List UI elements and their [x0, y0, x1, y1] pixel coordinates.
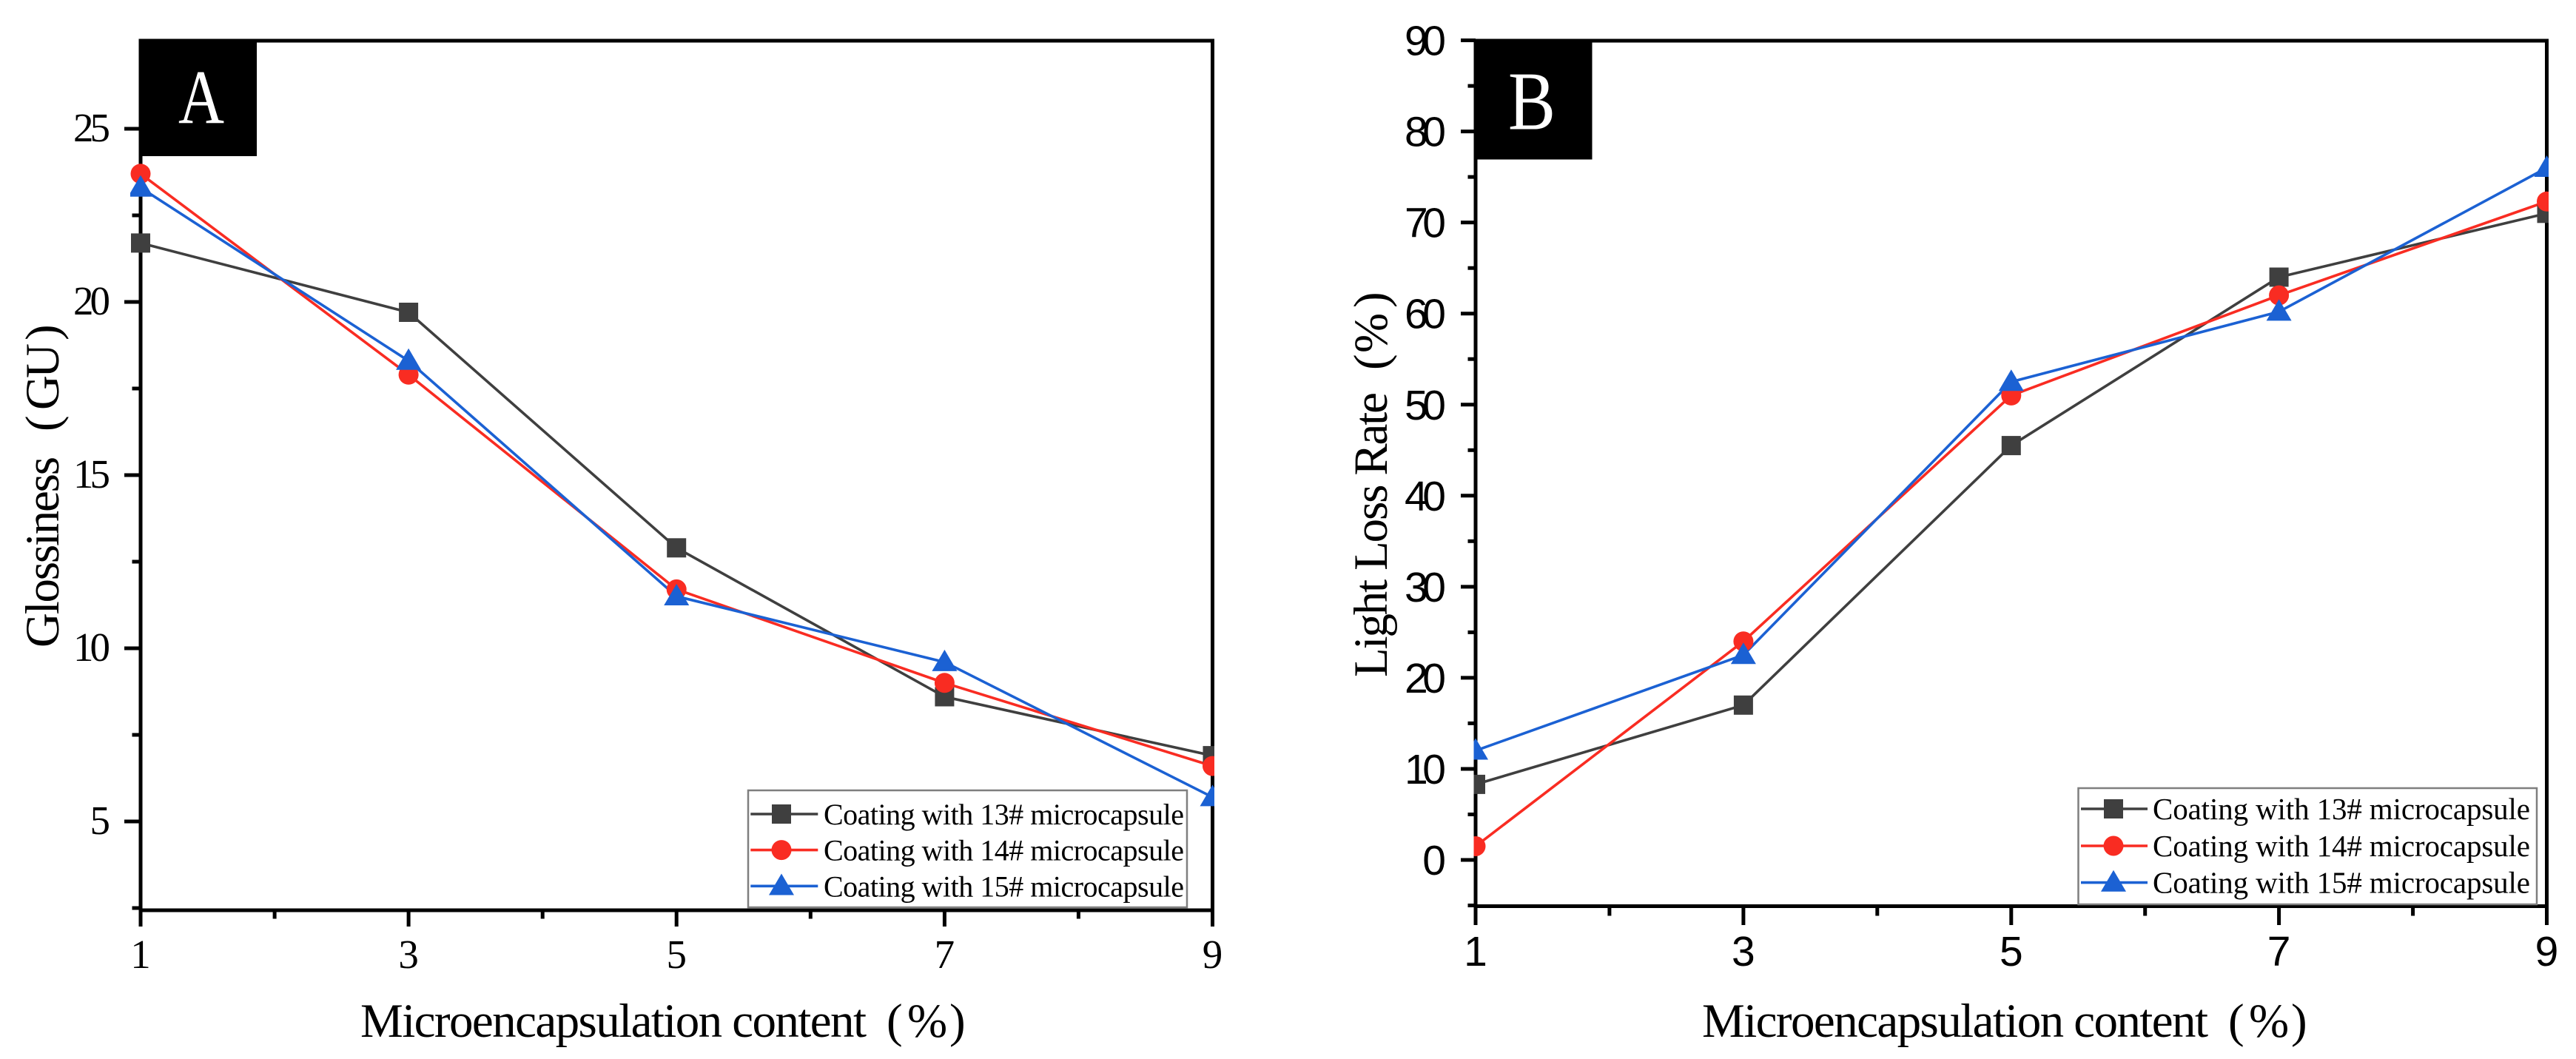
svg-text:): ) — [16, 324, 70, 340]
svg-text:70: 70 — [1405, 200, 1446, 247]
svg-text:20: 20 — [1405, 655, 1446, 702]
svg-text:9: 9 — [2535, 928, 2559, 975]
svg-text:3: 3 — [398, 932, 419, 977]
svg-text:50: 50 — [1405, 382, 1446, 429]
svg-text:Coating with 13# microcapsule: Coating with 13# microcapsule — [2153, 792, 2530, 826]
svg-text:): ) — [1345, 292, 1398, 308]
svg-text:U: U — [16, 343, 70, 378]
svg-text:(: ( — [887, 995, 903, 1048]
svg-text:(: ( — [1345, 354, 1398, 370]
svg-text:7: 7 — [2267, 928, 2291, 975]
svg-text:60: 60 — [1405, 291, 1446, 338]
svg-text:10: 10 — [1405, 746, 1446, 793]
svg-text:40: 40 — [1405, 473, 1446, 520]
svg-text:Glossiness: Glossiness — [16, 457, 70, 648]
svg-text:Coating with 14# microcapsule: Coating with 14# microcapsule — [824, 834, 1184, 867]
svg-text:(: ( — [2228, 995, 2244, 1048]
svg-text:%: % — [907, 995, 947, 1048]
svg-text:15: 15 — [73, 451, 110, 497]
svg-text:5: 5 — [666, 932, 687, 977]
svg-text:Microencapsulation content: Microencapsulation content — [360, 995, 867, 1048]
svg-text:): ) — [2291, 995, 2307, 1048]
svg-text:A: A — [178, 55, 224, 140]
svg-text:Coating with 13# microcapsule: Coating with 13# microcapsule — [824, 798, 1184, 831]
svg-text:5: 5 — [2000, 928, 2023, 975]
svg-text:Coating with 15# microcapsule: Coating with 15# microcapsule — [2153, 866, 2530, 900]
svg-text:9: 9 — [1203, 932, 1223, 977]
svg-text:): ) — [949, 995, 966, 1048]
svg-text:Coating with 14# microcapsule: Coating with 14# microcapsule — [2153, 829, 2530, 863]
svg-text:0: 0 — [1422, 837, 1446, 884]
svg-text:(: ( — [16, 415, 70, 431]
svg-text:Light Loss Rate: Light Loss Rate — [1345, 392, 1398, 677]
svg-text:G: G — [16, 375, 70, 410]
svg-text:90: 90 — [1405, 18, 1446, 65]
svg-text:80: 80 — [1405, 109, 1446, 156]
svg-text:20: 20 — [73, 278, 110, 323]
svg-text:3: 3 — [1732, 928, 1755, 975]
svg-text:10: 10 — [73, 625, 110, 670]
svg-text:%: % — [2249, 995, 2289, 1048]
svg-text:1: 1 — [1464, 928, 1487, 975]
svg-text:5: 5 — [90, 798, 111, 843]
svg-text:B: B — [1508, 56, 1556, 148]
svg-text:Coating with 15# microcapsule: Coating with 15# microcapsule — [824, 870, 1184, 903]
svg-text:Microencapsulation content: Microencapsulation content — [1702, 995, 2208, 1048]
svg-text:1: 1 — [130, 932, 151, 977]
svg-text:25: 25 — [73, 105, 110, 150]
svg-text:7: 7 — [935, 932, 955, 977]
svg-text:30: 30 — [1405, 564, 1446, 611]
svg-text:%: % — [1345, 313, 1398, 353]
